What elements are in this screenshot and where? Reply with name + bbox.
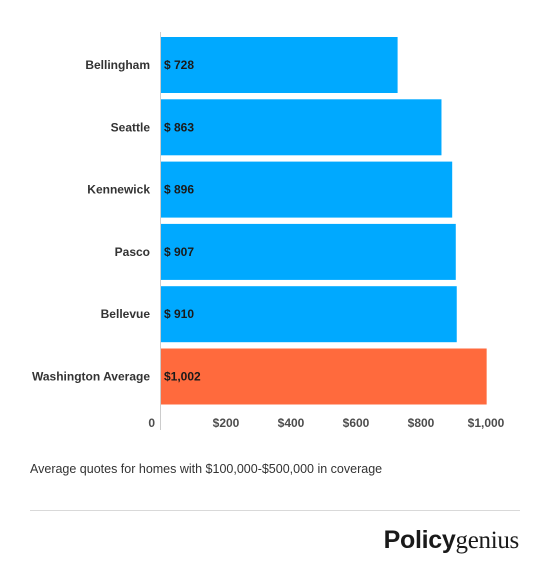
bar-4	[161, 286, 457, 343]
category-labels-group: Bellingham Seattle Kennewick Pasco Bellevue W…	[32, 58, 150, 384]
category-label-4: Bellevue	[101, 307, 151, 321]
bar-3	[161, 223, 456, 280]
bar-0	[161, 37, 398, 93]
value-label-1: $ 863	[164, 120, 194, 134]
footer-divider	[30, 510, 520, 511]
category-label-3: Pasco	[115, 245, 150, 259]
x-tick-label-5: $1,000	[468, 416, 505, 430]
policygenius-logo: Policygenius	[383, 526, 520, 555]
chart-caption: Average quotes for homes with $100,000-$…	[30, 462, 383, 476]
bar-5	[161, 348, 487, 405]
category-label-5: Washington Average	[32, 370, 150, 384]
bar-2	[161, 161, 453, 218]
category-label-2: Kennewick	[87, 183, 150, 197]
x-tick-label-0: 0	[148, 416, 155, 430]
x-tick-label-4: $800	[408, 416, 435, 430]
x-tick-label-3: $600	[343, 416, 370, 430]
x-tick-labels-group: 0 $200 $400 $600 $800 $1,000	[148, 416, 504, 430]
logo-text-genius: genius	[455, 527, 520, 554]
value-labels-group: $ 728 $ 863 $ 896 $ 907 $ 910 $1,002	[164, 58, 201, 384]
x-tick-label-1: $200	[213, 416, 240, 430]
value-label-4: $ 910	[164, 307, 194, 321]
bars-group	[161, 37, 487, 405]
value-label-3: $ 907	[164, 245, 194, 259]
logo-text-policy: Policy	[383, 526, 456, 554]
bar-1	[161, 99, 442, 156]
value-label-0: $ 728	[164, 58, 194, 72]
value-label-5: $1,002	[164, 370, 201, 384]
bar-chart: Bellingham Seattle Kennewick Pasco Bellevue W…	[32, 32, 505, 430]
value-label-2: $ 896	[164, 183, 194, 197]
x-tick-label-2: $400	[278, 416, 305, 430]
category-label-1: Seattle	[111, 120, 151, 134]
category-label-0: Bellingham	[85, 58, 150, 72]
